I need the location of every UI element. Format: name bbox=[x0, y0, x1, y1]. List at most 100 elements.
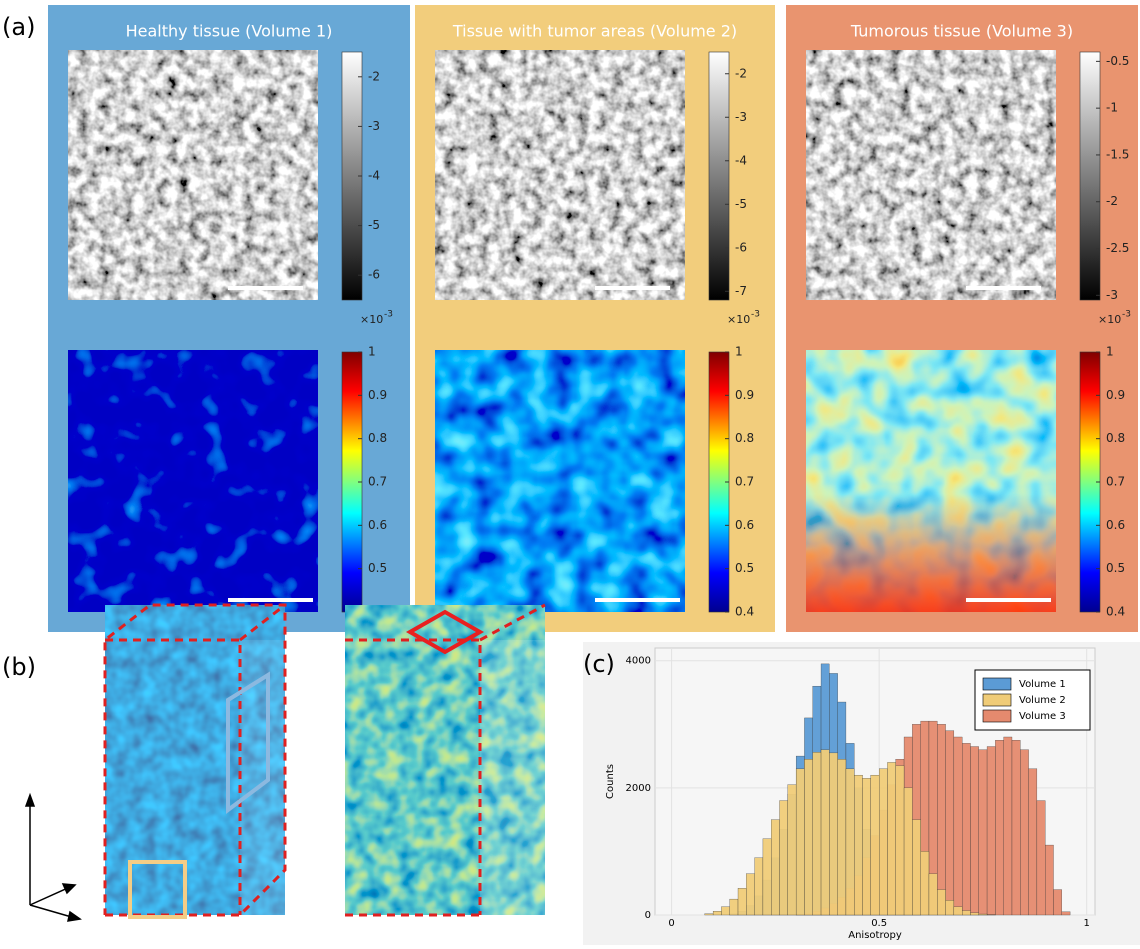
colorbar-tick-label: 0.9 bbox=[368, 388, 387, 402]
histogram-bar bbox=[954, 737, 962, 915]
histogram-bar bbox=[1037, 801, 1045, 915]
colorbar-tick-label: 0.6 bbox=[1106, 518, 1125, 532]
intensity-image bbox=[68, 50, 318, 300]
colorbar-tick-label: 1 bbox=[1106, 345, 1114, 359]
column-title: Healthy tissue (Volume 1) bbox=[126, 22, 333, 41]
scale-bar bbox=[595, 286, 670, 290]
colorbar-tick-label: 0.8 bbox=[368, 431, 387, 445]
x-axis-label: Anisotropy bbox=[848, 930, 902, 941]
colorbar-tick-label: 0.6 bbox=[735, 518, 754, 532]
legend-swatch bbox=[983, 694, 1011, 706]
histogram-bar bbox=[763, 839, 771, 915]
legend-swatch bbox=[983, 710, 1011, 722]
column-title: Tumorous tissue (Volume 3) bbox=[850, 22, 1073, 41]
histogram-bar bbox=[1020, 750, 1028, 915]
panel-label: (b) bbox=[2, 653, 36, 681]
intensity-image bbox=[435, 50, 685, 300]
colorbar-tick-label: 0.7 bbox=[735, 475, 754, 489]
colorbar-tick-label: 0.9 bbox=[735, 388, 754, 402]
colorbar-tick-label: -2 bbox=[735, 66, 747, 80]
figure: Tumorous tissue (Volume 3)-0.5-1-1.5-2-2… bbox=[0, 0, 1140, 945]
volume-renders bbox=[26, 605, 545, 921]
colorbar bbox=[1080, 52, 1100, 300]
histogram-bar bbox=[821, 750, 829, 915]
histogram-bar bbox=[796, 769, 804, 915]
histogram-bar bbox=[721, 907, 729, 915]
histogram-bar bbox=[1062, 912, 1070, 915]
colorbar-tick-label: 0.4 bbox=[735, 605, 754, 619]
histogram-bar bbox=[970, 747, 978, 915]
colorbar-tick-label: 1 bbox=[368, 345, 376, 359]
histogram-bar bbox=[1053, 890, 1061, 915]
scale-bar bbox=[228, 286, 303, 290]
colorbar-tick-label: 0.7 bbox=[368, 475, 387, 489]
anisotropy-image bbox=[435, 350, 685, 612]
histogram-bar bbox=[863, 778, 871, 915]
colorbar-tick-label: -2.5 bbox=[1106, 241, 1129, 255]
colorbar-tick-label: 0.5 bbox=[1106, 561, 1125, 575]
colorbar-tick-label: -6 bbox=[735, 240, 747, 254]
colorbar-tick-label: 0.9 bbox=[1106, 388, 1125, 402]
colorbar-tick-label: 0.4 bbox=[1106, 605, 1125, 619]
colorbar-tick-label: 0.6 bbox=[368, 518, 387, 532]
histogram-bar bbox=[730, 899, 738, 915]
histogram-bar bbox=[879, 769, 887, 915]
cube-front bbox=[345, 640, 480, 915]
y-tick-label: 2000 bbox=[626, 783, 651, 794]
colorbar-tick-label: -2 bbox=[1106, 194, 1118, 208]
colorbar-exponent: -3 bbox=[1122, 310, 1131, 320]
colorbar-tick-label: -4 bbox=[368, 169, 380, 183]
anisotropy-image bbox=[68, 350, 318, 612]
histogram-bar bbox=[979, 750, 987, 915]
scale-bar bbox=[966, 286, 1041, 290]
colorbar-multiplier: ×10 bbox=[727, 313, 750, 326]
histogram-bar bbox=[921, 851, 929, 915]
histogram-bar bbox=[746, 874, 754, 915]
column-title: Tissue with tumor areas (Volume 2) bbox=[452, 22, 737, 41]
colorbar-tick-label: -3 bbox=[368, 119, 380, 133]
histogram-bar bbox=[896, 766, 904, 915]
colorbar-exponent: -3 bbox=[384, 310, 393, 320]
colorbar-multiplier: ×10 bbox=[360, 313, 383, 326]
histogram-bar bbox=[912, 820, 920, 915]
histogram-bar bbox=[962, 743, 970, 915]
histogram-bar bbox=[987, 747, 995, 915]
colorbar bbox=[709, 52, 729, 300]
colorbar-tick-label: 0.5 bbox=[368, 561, 387, 575]
histogram-bar bbox=[946, 900, 954, 915]
legend-swatch bbox=[983, 678, 1011, 690]
legend-label: Volume 1 bbox=[1019, 679, 1066, 690]
histogram-bar bbox=[929, 874, 937, 915]
colorbar-tick-label: -4 bbox=[735, 153, 747, 167]
colorbar-multiplier: ×10 bbox=[1098, 313, 1121, 326]
scale-bar bbox=[228, 598, 313, 602]
histogram-bar bbox=[755, 858, 763, 915]
y-axis-label: Counts bbox=[605, 764, 616, 799]
histogram-bar bbox=[970, 913, 978, 915]
panel-label: (a) bbox=[2, 13, 35, 41]
histogram-bar bbox=[854, 775, 862, 915]
histogram-bar bbox=[1012, 740, 1020, 915]
cube-side bbox=[480, 605, 545, 915]
histogram-bar bbox=[954, 907, 962, 915]
histogram-bar bbox=[813, 752, 821, 915]
colorbar-tick-label: -1 bbox=[1106, 101, 1118, 115]
x-tick-label: 0 bbox=[668, 918, 674, 929]
colorbar-exponent: -3 bbox=[751, 310, 760, 320]
colorbar-tick-label: 0.8 bbox=[1106, 431, 1125, 445]
colorbar-tick-label: 0.4 bbox=[368, 605, 387, 619]
y-tick-label: 0 bbox=[645, 910, 651, 921]
colorbar-tick-label: -5 bbox=[735, 197, 747, 211]
histogram-bar bbox=[1045, 845, 1053, 915]
colorbar-tick-label: -3 bbox=[735, 110, 747, 124]
histogram-bar bbox=[979, 914, 987, 915]
histogram-bar bbox=[937, 724, 945, 915]
histogram-bar bbox=[995, 740, 1003, 915]
histogram-bar bbox=[780, 801, 788, 915]
cube-front bbox=[105, 640, 240, 915]
histogram-bar bbox=[788, 785, 796, 915]
colorbar-tick-label: -7 bbox=[735, 284, 747, 298]
cube-side bbox=[240, 605, 285, 915]
colorbar-tick-label: -1.5 bbox=[1106, 147, 1129, 161]
histogram-bar bbox=[946, 731, 954, 915]
